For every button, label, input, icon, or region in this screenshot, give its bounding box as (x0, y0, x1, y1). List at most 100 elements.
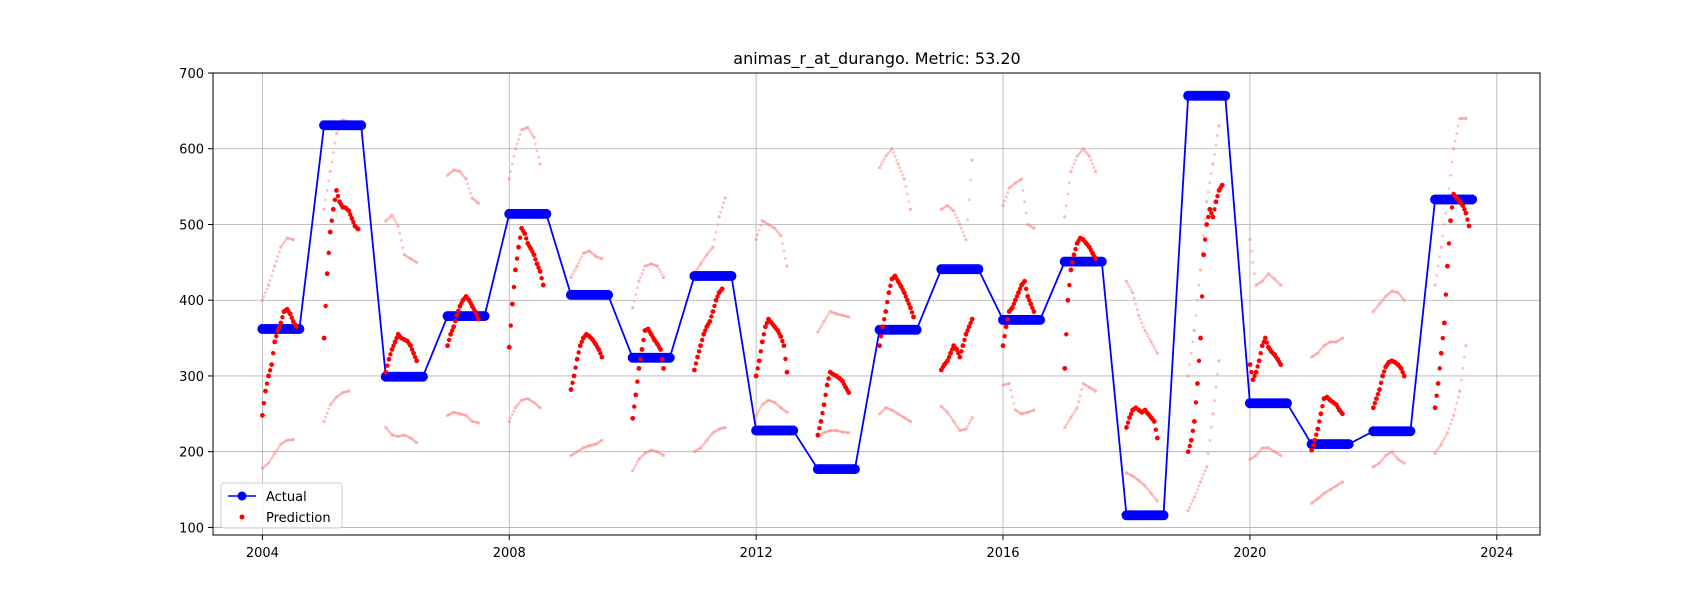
band-point-upper (1129, 288, 1133, 292)
prediction-point (878, 333, 884, 339)
band-point-lower (952, 419, 956, 423)
prediction-point (321, 335, 327, 341)
band-point-lower (1151, 493, 1155, 497)
band-point-lower (953, 422, 957, 426)
band-point-upper (327, 179, 331, 183)
prediction-point (1400, 369, 1405, 375)
band-point-lower (1135, 477, 1139, 481)
band-point-upper (958, 222, 962, 227)
band-point-upper (1251, 260, 1255, 264)
prediction-point (1459, 201, 1464, 206)
prediction-point (636, 365, 642, 371)
prediction-point (1312, 437, 1318, 443)
prediction-point (1185, 449, 1191, 455)
band-point-lower (456, 412, 460, 415)
band-point-upper (963, 234, 966, 238)
band-point-lower (1256, 452, 1260, 455)
prediction-point (701, 331, 707, 337)
band-point-upper (907, 200, 911, 204)
band-point-upper (816, 330, 820, 334)
prediction-point (403, 338, 409, 343)
prediction-point (539, 276, 544, 281)
band-point-upper (902, 177, 906, 181)
band-point-lower (839, 430, 843, 434)
actual-point (849, 464, 860, 475)
band-point-lower (1211, 412, 1215, 416)
band-point-lower (1438, 444, 1442, 448)
band-point-lower (1191, 499, 1195, 502)
band-point-upper (1023, 200, 1027, 204)
prediction-point (520, 228, 526, 234)
band-point-upper (517, 137, 520, 141)
band-point-lower (1006, 382, 1010, 386)
prediction-point (1270, 351, 1276, 356)
prediction-point (1466, 223, 1472, 229)
band-point-upper (276, 255, 280, 259)
prediction-point (329, 218, 335, 223)
band-point-lower (901, 415, 905, 419)
prediction-point (465, 296, 470, 301)
prediction-point (966, 324, 972, 330)
prediction-point (763, 324, 768, 330)
prediction-point (1144, 409, 1149, 415)
band-point-lower (1200, 476, 1204, 480)
band-point-lower (1442, 437, 1446, 440)
band-point-upper (1188, 363, 1192, 366)
band-point-upper (334, 131, 339, 136)
prediction-point (326, 250, 331, 256)
prediction-point (695, 354, 700, 360)
prediction-point (1315, 426, 1321, 432)
band-point-upper (964, 238, 968, 242)
band-point-upper (389, 215, 392, 219)
band-point-lower (537, 405, 540, 408)
band-point-lower (1447, 426, 1451, 430)
band-point-lower (1086, 384, 1090, 388)
prediction-point (1320, 404, 1325, 409)
band-point-lower (722, 426, 726, 430)
prediction-point (1000, 343, 1006, 349)
y-tick-label: 100 (179, 521, 204, 536)
band-point-lower (463, 413, 466, 417)
band-point-upper (1217, 124, 1221, 128)
prediction-point (533, 257, 538, 262)
band-point-upper (529, 131, 533, 134)
prediction-point (838, 377, 844, 382)
prediction-point (777, 331, 782, 336)
prediction-point (1465, 217, 1470, 222)
band-point-upper (1314, 352, 1318, 356)
band-point-upper (723, 196, 727, 200)
prediction-point (261, 401, 267, 406)
prediction-point (278, 320, 284, 326)
band-point-upper (328, 169, 332, 174)
band-point-upper (777, 232, 781, 236)
band-point-upper (531, 133, 534, 137)
band-point-upper (716, 223, 719, 226)
prediction-point (389, 347, 395, 352)
prediction-point (1196, 358, 1202, 364)
prediction-point (454, 312, 460, 318)
band-point-lower (821, 432, 824, 436)
band-point-upper (264, 291, 267, 295)
prediction-point (1012, 297, 1018, 303)
band-point-upper (260, 298, 264, 302)
band-point-upper (824, 317, 827, 321)
band-point-upper (395, 221, 399, 225)
band-point-upper (460, 171, 463, 175)
band-point-upper (466, 182, 469, 186)
band-point-upper (1074, 158, 1077, 162)
prediction-point (1030, 305, 1035, 310)
band-point-upper (780, 242, 784, 245)
band-point-upper (845, 315, 849, 318)
prediction-point (818, 418, 824, 424)
prediction-point (1188, 437, 1194, 443)
prediction-point (885, 299, 890, 305)
prediction-point (269, 362, 275, 367)
band-point-lower (1214, 385, 1218, 389)
band-point-lower (1401, 460, 1405, 464)
band-point-lower (1451, 413, 1456, 417)
band-point-lower (1205, 465, 1209, 469)
prediction-point (781, 343, 787, 349)
prediction-point (946, 354, 952, 360)
y-axis: 100 200 300 400 500 600 700 (179, 67, 213, 536)
band-point-upper (776, 230, 780, 234)
